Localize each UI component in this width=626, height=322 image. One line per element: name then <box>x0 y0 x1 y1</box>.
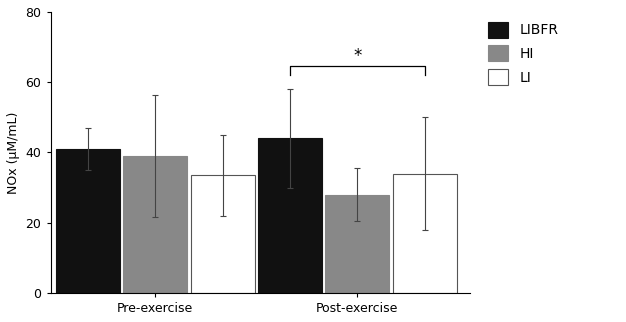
Bar <box>393 174 456 293</box>
Bar <box>258 138 322 293</box>
Bar <box>123 156 187 293</box>
Bar <box>56 149 120 293</box>
Text: *: * <box>353 47 361 65</box>
Y-axis label: NOx (μM/mL): NOx (μM/mL) <box>7 111 20 194</box>
Bar <box>326 194 389 293</box>
Bar <box>191 175 255 293</box>
Legend: LIBFR, HI, LI: LIBFR, HI, LI <box>485 19 562 88</box>
